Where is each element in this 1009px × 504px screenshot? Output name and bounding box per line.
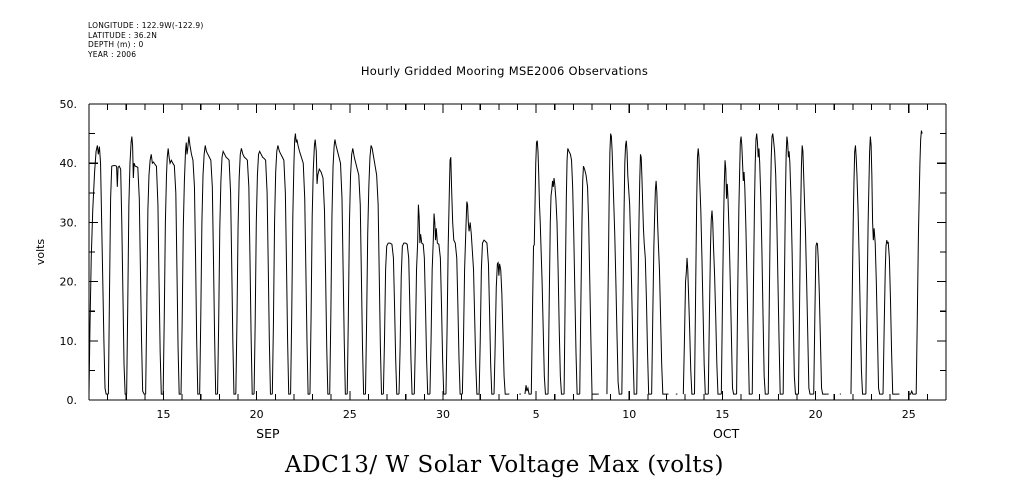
series-segment	[253, 150, 273, 395]
series-segment	[493, 261, 508, 395]
x-axis-tick-label: 20	[809, 408, 823, 421]
series-segment	[309, 139, 330, 395]
series-segment	[720, 160, 737, 395]
x-axis-month-label: OCT	[713, 426, 740, 441]
series-segment	[882, 240, 898, 395]
series-segment	[751, 133, 769, 395]
y-axis-tick-label: 20.	[60, 276, 78, 289]
station-metadata: LONGITUDE : 122.9W(-122.9) LATITUDE : 36…	[88, 21, 203, 59]
x-axis-tick-label: 15	[715, 408, 729, 421]
series-segment	[606, 133, 622, 395]
series-segment	[530, 140, 549, 395]
series-segment	[547, 177, 565, 395]
series-segment	[563, 148, 580, 395]
series-segment	[235, 148, 255, 395]
series-segment	[180, 136, 200, 395]
y-axis-tick-label: 50.	[60, 98, 78, 111]
metadata-depth: DEPTH (m) : 0	[88, 40, 144, 50]
x-axis-tick-label: 25	[343, 408, 357, 421]
series-segment	[413, 204, 430, 395]
series-segment	[329, 139, 348, 395]
series-segment	[797, 145, 814, 395]
series-segment	[693, 148, 709, 395]
plot-caption: ADC13/ W Solar Voltage Max (volts)	[285, 452, 724, 478]
x-axis-tick-label: 20	[250, 408, 264, 421]
x-axis-tick-label: 15	[157, 408, 171, 421]
series-segment	[767, 133, 784, 395]
x-axis-month-label: SEP	[256, 426, 280, 441]
y-axis-title: volts	[34, 239, 47, 266]
y-axis-tick-label: 30.	[60, 216, 78, 229]
series-segment	[271, 145, 291, 395]
series-segment	[445, 157, 463, 395]
y-axis-tick-label: 0.	[67, 394, 78, 407]
series-segment	[682, 257, 695, 395]
series-segment	[850, 145, 866, 395]
series-segment	[636, 154, 652, 395]
series-segment	[813, 242, 827, 395]
series-segment	[478, 239, 495, 395]
series-segment	[107, 165, 127, 395]
series-segment	[346, 148, 366, 395]
series-segment	[651, 180, 667, 395]
x-axis-tick-label: 10	[622, 408, 636, 421]
x-axis-tick-label: 5	[533, 408, 540, 421]
series-segment	[782, 136, 799, 395]
series-segment	[429, 213, 446, 395]
x-axis-tick-label: 30	[436, 408, 450, 421]
series-segment	[364, 145, 384, 395]
x-axis-tick-label: 25	[902, 408, 916, 421]
metadata-year: YEAR : 2006	[88, 49, 137, 59]
series-segment	[199, 145, 218, 395]
series-segment	[579, 165, 598, 395]
series-segment	[398, 242, 415, 395]
axis-labels-layer: 0. 10. 20. 30. 40. 50. volts 15 20 25 30 5 10 15 20 25 S…	[34, 98, 916, 441]
y-axis-tick-label: 40.	[60, 157, 78, 170]
y-axis-tick-label: 10.	[60, 335, 78, 348]
metadata-longitude: LONGITUDE : 122.9W(-122.9)	[88, 21, 204, 30]
series-segment	[382, 242, 400, 395]
series-segment	[461, 201, 480, 395]
series-segment	[88, 145, 109, 395]
series-segment	[908, 389, 917, 395]
axes-layer	[88, 103, 947, 401]
series-segment	[621, 140, 637, 395]
series-segment	[145, 154, 164, 395]
series-segment	[126, 136, 146, 395]
series-segment	[162, 148, 182, 395]
metadata-latitude: LATITUDE : 36.2N	[88, 30, 158, 40]
series-segment	[217, 149, 236, 395]
series-segment	[915, 130, 923, 395]
series-segment	[707, 210, 722, 395]
data-series-layer	[88, 130, 923, 395]
series-segment	[736, 136, 753, 395]
series-segment	[524, 385, 532, 395]
series-segment	[290, 133, 310, 395]
series-segment	[865, 136, 884, 395]
chart-title: Hourly Gridded Mooring MSE2006 Observati…	[360, 64, 649, 78]
